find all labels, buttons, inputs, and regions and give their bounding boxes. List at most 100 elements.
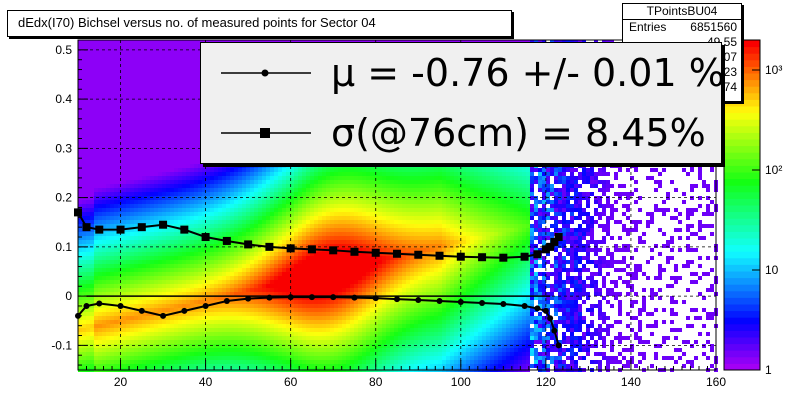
heatmap-cell [306, 164, 310, 168]
heatmap-cell [282, 264, 286, 268]
heatmap-cell [286, 288, 290, 292]
heatmap-cell [186, 292, 190, 296]
heatmap-cell [270, 164, 274, 168]
heatmap-cell [142, 76, 146, 80]
heatmap-cell [154, 216, 158, 220]
heatmap-cell [278, 260, 282, 264]
heatmap-cell [194, 164, 198, 168]
heatmap-cell [102, 232, 106, 236]
heatmap-cell [194, 92, 198, 96]
heatmap-cell [186, 188, 190, 192]
heatmap-cell [178, 204, 182, 208]
heatmap-cell [90, 68, 94, 72]
heatmap-cell [110, 256, 114, 260]
heatmap-cell [134, 40, 138, 44]
heatmap-cell [150, 68, 154, 72]
heatmap-cell [290, 284, 294, 288]
heatmap-cell [102, 324, 106, 328]
heatmap-cell [110, 60, 114, 64]
heatmap-cell [114, 148, 118, 152]
heatmap-cell [166, 336, 170, 340]
heatmap-cell [174, 144, 178, 148]
heatmap-cell [194, 88, 198, 92]
heatmap-cell [174, 300, 178, 304]
heatmap-cell [222, 276, 226, 280]
heatmap-cell [122, 52, 126, 56]
heatmap-cell [238, 212, 242, 216]
heatmap-cell [290, 280, 294, 284]
heatmap-cell [162, 252, 166, 256]
heatmap-cell [154, 168, 158, 172]
heatmap-cell [126, 332, 130, 336]
heatmap-cell [106, 300, 110, 304]
heatmap-cell [154, 276, 158, 280]
heatmap-cell [278, 188, 282, 192]
heatmap-cell [78, 104, 82, 108]
heatmap-cell [270, 336, 274, 340]
heatmap-cell [274, 260, 278, 264]
heatmap-cell [258, 192, 262, 196]
heatmap-cell [242, 260, 246, 264]
heatmap-cell [102, 76, 106, 80]
heatmap-cell [230, 252, 234, 256]
heatmap-cell [234, 268, 238, 272]
heatmap-cell [138, 120, 142, 124]
heatmap-cell [266, 328, 270, 332]
heatmap-cell [170, 208, 174, 212]
heatmap-cell [190, 56, 194, 60]
heatmap-cell [170, 96, 174, 100]
heatmap-cell [298, 216, 302, 220]
heatmap-cell [218, 292, 222, 296]
heatmap-cell [118, 100, 122, 104]
heatmap-cell [106, 332, 110, 336]
heatmap-cell [166, 260, 170, 264]
heatmap-cell [142, 168, 146, 172]
heatmap-cell [78, 100, 82, 104]
heatmap-cell [90, 256, 94, 260]
heatmap-cell [298, 176, 302, 180]
heatmap-cell [94, 312, 98, 316]
heatmap-cell [102, 148, 106, 152]
heatmap-cell [158, 176, 162, 180]
heatmap-cell [314, 340, 318, 344]
heatmap-cell [146, 276, 150, 280]
heatmap-cell [102, 328, 106, 332]
heatmap-cell [282, 224, 286, 228]
heatmap-cell [286, 208, 290, 212]
heatmap-cell [214, 172, 218, 176]
heatmap-cell [90, 336, 94, 340]
heatmap-cell [210, 360, 214, 364]
heatmap-cell [106, 252, 110, 256]
heatmap-cell [282, 312, 286, 316]
heatmap-cell [278, 192, 282, 196]
heatmap-cell [126, 340, 130, 344]
heatmap-cell [130, 112, 134, 116]
heatmap-cell [178, 208, 182, 212]
heatmap-cell [302, 360, 306, 364]
heatmap-cell [234, 212, 238, 216]
heatmap-cell [182, 132, 186, 136]
heatmap-cell [174, 352, 178, 356]
heatmap-cell [126, 104, 130, 108]
heatmap-cell [202, 228, 206, 232]
heatmap-cell [110, 76, 114, 80]
heatmap-cell [122, 360, 126, 364]
heatmap-cell [186, 232, 190, 236]
heatmap-cell [106, 320, 110, 324]
heatmap-cell [118, 212, 122, 216]
heatmap-cell [166, 280, 170, 284]
heatmap-cell [210, 308, 214, 312]
heatmap-cell [134, 100, 138, 104]
heatmap-cell [110, 128, 114, 132]
heatmap-cell [94, 136, 98, 140]
heatmap-cell [294, 236, 298, 240]
heatmap-cell [250, 248, 254, 252]
heatmap-cell [134, 136, 138, 140]
heatmap-cell [122, 156, 126, 160]
heatmap-cell [126, 288, 130, 292]
heatmap-cell [130, 232, 134, 236]
heatmap-cell [290, 268, 294, 272]
heatmap-cell [166, 132, 170, 136]
heatmap-cell [134, 52, 138, 56]
heatmap-cell [306, 304, 310, 308]
